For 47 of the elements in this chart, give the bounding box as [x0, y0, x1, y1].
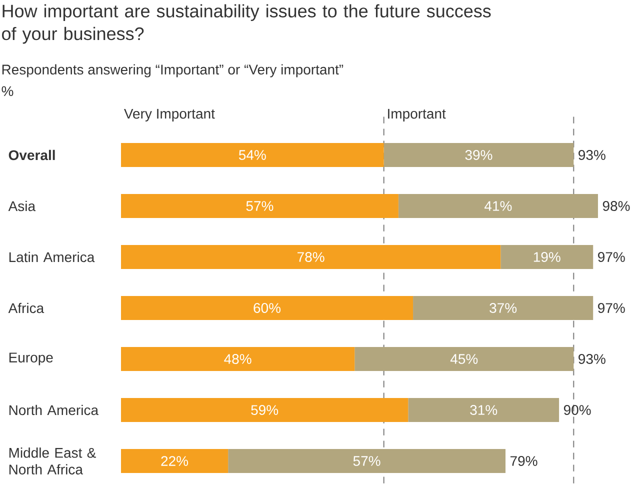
- data-label: 37%: [490, 303, 517, 313]
- total-label: 93%: [578, 354, 606, 364]
- series-label: Important: [388, 108, 446, 122]
- chart-title: How important are sustainability issues to the future success of your business?: [2, 4, 491, 44]
- y-tick-label: North America: [9, 404, 99, 416]
- bar: [228, 448, 506, 473]
- data-label: 39%: [465, 150, 492, 160]
- bar: [500, 244, 594, 269]
- data-label: 57%: [353, 456, 380, 466]
- data-label: 22%: [161, 456, 188, 466]
- data-label: 59%: [251, 405, 278, 415]
- bar: [121, 194, 398, 218]
- chart-subtitle: Respondents answering “Important” or “Very important”: [2, 64, 344, 78]
- data-label: 54%: [238, 150, 266, 160]
- data-label: 48%: [224, 354, 252, 364]
- bar: [384, 143, 574, 167]
- total-label: 97%: [598, 252, 625, 262]
- total-label: 97%: [598, 303, 625, 313]
- bar: [121, 448, 228, 473]
- data-label: 19%: [534, 252, 560, 262]
- y-tick-label: Asia: [8, 200, 36, 212]
- bar: [121, 143, 384, 167]
- bar: [354, 346, 574, 371]
- y-tick-label: Europe: [9, 352, 53, 366]
- text: %: [2, 86, 14, 96]
- bar: [413, 296, 594, 320]
- y-tick-label: Overall: [8, 150, 55, 160]
- bar: [408, 398, 560, 422]
- bar: [121, 244, 501, 269]
- total-label: 90%: [564, 405, 591, 415]
- total-label: 79%: [510, 456, 538, 466]
- data-label: 41%: [484, 201, 512, 211]
- data-label: 78%: [298, 252, 324, 262]
- y-tick-label: Middle East & North Africa: [9, 448, 96, 474]
- bar: [121, 296, 414, 320]
- y-tick-label: Africa: [8, 302, 44, 314]
- data-label: 31%: [470, 405, 498, 415]
- bar: [121, 346, 355, 371]
- data-label: 45%: [450, 354, 478, 364]
- data-label: 57%: [246, 201, 274, 211]
- bar: [398, 194, 598, 218]
- data-label: 60%: [254, 303, 281, 313]
- y-tick-label: Latin America: [9, 252, 95, 262]
- bar: [121, 398, 408, 422]
- series-label: Very Important: [124, 108, 215, 122]
- total-label: 98%: [602, 201, 630, 211]
- total-label: 93%: [578, 150, 606, 160]
